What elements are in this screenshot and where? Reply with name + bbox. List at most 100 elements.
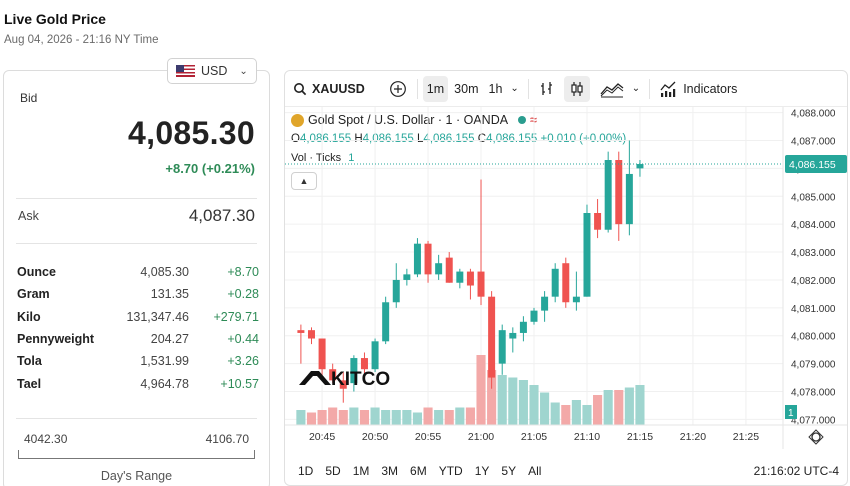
volume-badge <box>785 405 797 419</box>
unit-name: Tola <box>17 354 42 369</box>
add-circle-icon <box>389 80 406 97</box>
candle-body <box>583 213 591 297</box>
candle <box>424 240 432 283</box>
price-chart: XAUUSD 1m 30m 1h ⌄ <box>284 70 848 486</box>
range-1d[interactable]: 1D <box>298 464 314 478</box>
candle <box>297 324 305 364</box>
ohlc-values: O4,086.155 H4,086.155 L4,086.155 C4,086.… <box>291 133 626 145</box>
ohlc-close: 4,086.155 <box>486 133 538 145</box>
toolbar-divider <box>416 78 418 99</box>
candle <box>307 327 315 345</box>
area-style-button[interactable] <box>596 76 628 102</box>
last-price-badge <box>785 155 847 174</box>
candle-body <box>350 358 358 384</box>
x-tick-label: 21:20 <box>680 431 706 443</box>
volume-bar <box>338 410 348 425</box>
volume-badge-text: 1 <box>788 408 794 419</box>
candle-body <box>297 330 305 333</box>
market-open-dot-icon <box>518 116 527 124</box>
candle <box>615 151 623 241</box>
candles <box>297 140 644 403</box>
style-menu-button[interactable]: ⌄ <box>628 76 644 102</box>
volume-bar <box>328 407 338 425</box>
indicators-button[interactable]: Indicators <box>655 76 741 102</box>
candle <box>456 268 464 289</box>
candle <box>594 199 602 239</box>
volume-bar <box>603 390 613 425</box>
ohlc-delta: +0.010 (+0.00%) <box>540 133 627 145</box>
indicators-label: Indicators <box>683 81 738 96</box>
symbol-label: XAUUSD <box>312 81 365 96</box>
volume-bar <box>306 412 317 425</box>
candle-body <box>318 338 326 370</box>
volume-bar <box>540 392 550 425</box>
unit-row-kilo: Kilo 131,347.46 +279.71 <box>17 306 259 328</box>
candles-style-button[interactable] <box>563 75 590 102</box>
candle-body <box>435 263 443 275</box>
candle <box>392 263 400 308</box>
volume-bar <box>391 410 401 425</box>
volume-value: 1 <box>348 152 355 164</box>
volume-bar <box>402 410 412 425</box>
symbol-search[interactable]: XAUUSD <box>289 76 369 102</box>
bid-value: 4,085.30 <box>128 115 255 151</box>
volume-bar <box>476 355 486 425</box>
range-5y[interactable]: 5Y <box>501 464 517 478</box>
candle <box>583 204 591 297</box>
volume-bar <box>635 385 645 425</box>
unit-name: Ounce <box>17 265 56 280</box>
interval-menu-button[interactable]: ⌄ <box>506 76 522 102</box>
candle-body <box>625 173 633 225</box>
chart-settings-icon[interactable] <box>808 429 824 445</box>
unit-row-pennyweight: Pennyweight 204.27 +0.44 <box>17 328 259 350</box>
range-1y[interactable]: 1Y <box>474 464 490 478</box>
kitco-watermark: KITCO <box>299 369 390 390</box>
candle-body <box>562 263 570 303</box>
compare-button[interactable] <box>385 76 411 102</box>
candle <box>509 327 517 353</box>
days-range-bar <box>18 450 255 459</box>
range-1m[interactable]: 1M <box>352 464 370 478</box>
interval-1h[interactable]: 1h <box>488 81 503 96</box>
range-6m[interactable]: 6M <box>410 464 427 478</box>
ohlc-low: 4,086.155 <box>423 133 475 145</box>
chart-clock: 21:16:02 UTC-4 <box>753 464 839 478</box>
ohlc-high-label: H <box>354 133 363 145</box>
y-tick-label: 4,084.000 <box>791 220 836 231</box>
interval-1m[interactable]: 1m <box>422 75 449 102</box>
unit-change: +279.71 <box>213 309 259 324</box>
y-tick-label: 4,085.000 <box>791 192 836 203</box>
unit-value: 131,347.46 <box>126 309 189 324</box>
candle-body <box>413 243 421 275</box>
bar-style-button[interactable] <box>534 76 560 102</box>
range-3m[interactable]: 3M <box>381 464 399 478</box>
unit-value: 131.35 <box>150 287 189 302</box>
unit-value: 4,964.78 <box>140 376 189 391</box>
volume-bar <box>423 407 433 425</box>
candles-icon <box>571 81 583 96</box>
candle-body <box>403 274 411 280</box>
range-5d[interactable]: 5D <box>325 464 341 478</box>
volume-legend: Vol · Ticks 1 <box>291 152 354 164</box>
area-chart-icon <box>600 82 624 97</box>
candle <box>435 254 443 280</box>
kitco-logo-text: KITCO <box>331 369 390 390</box>
x-tick-label: 21:05 <box>521 431 547 443</box>
range-ytd[interactable]: YTD <box>438 464 463 478</box>
candle-body <box>509 332 517 339</box>
x-tick-label: 20:55 <box>415 431 441 443</box>
candle-body <box>371 341 379 370</box>
candle-body <box>636 164 644 169</box>
range-all[interactable]: All <box>528 464 542 478</box>
volume-bar <box>624 387 634 425</box>
collapse-legend-button[interactable]: ▲ <box>291 172 317 190</box>
indicators-icon <box>660 81 676 97</box>
candle <box>360 352 368 375</box>
unit-value: 1,531.99 <box>140 354 189 369</box>
candlestick-chart[interactable]: 4,077.000 4,078.000 4,079.000 4,080.000 4,08… <box>285 107 848 455</box>
currency-select[interactable]: USD ⌄ <box>167 58 257 84</box>
bars-icon <box>540 81 552 95</box>
volume-bar <box>550 402 560 425</box>
interval-30m[interactable]: 30m <box>454 81 479 96</box>
toolbar-divider <box>527 78 529 99</box>
